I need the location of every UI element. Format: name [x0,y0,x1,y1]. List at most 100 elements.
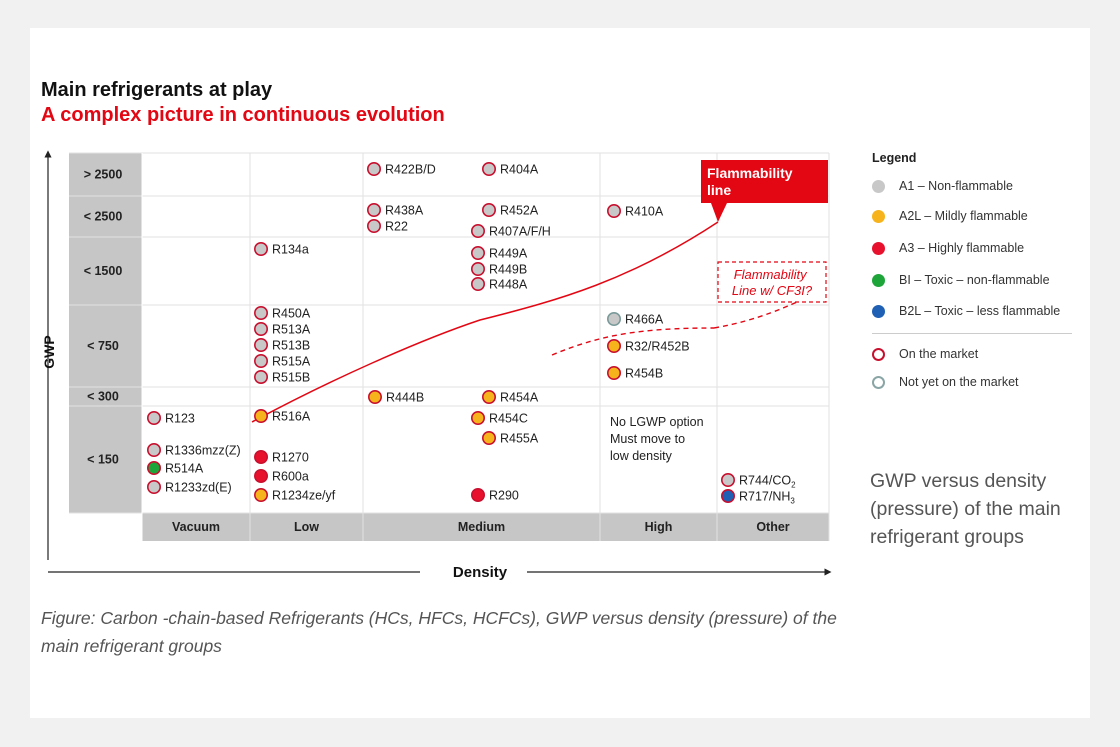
y-tick-label: < 1500 [84,264,123,278]
point-marker [367,389,382,404]
y-tick-label: < 750 [87,339,119,353]
refrigerant-point: R454B [606,365,663,381]
refrigerant-point: R1233zd(E) [147,479,232,495]
point-label: R455A [500,432,539,446]
refrigerant-point: R1336mzz(Z) [147,442,241,458]
point-label: R454C [489,412,528,426]
legend-divider [872,333,1072,334]
x-tick-label: Vacuum [172,520,220,534]
y-tick-label: < 300 [87,390,119,404]
x-tick-label: Medium [458,520,505,534]
legend-market-item: On the market [872,344,978,364]
y-category-band [69,153,142,513]
point-label: R422B/D [385,163,436,177]
legend-ring [872,347,885,361]
legend-label: Not yet on the market [899,375,1019,389]
flammability-lines: Flammability line Flammability Line w/ C… [251,160,828,463]
refrigerant-point: R514A [147,460,204,476]
refrigerant-point: R744/CO2 [720,472,796,490]
point-marker [147,479,162,494]
refrigerant-point: R455A [481,430,539,446]
point-marker [470,487,485,502]
point-label: R454A [500,391,539,405]
refrigerant-point: R404A [481,162,539,177]
no-lgwp-line2: Must move to [610,432,685,446]
x-tick-label: High [645,520,673,534]
point-marker [147,460,162,475]
point-marker [254,369,269,384]
refrigerant-point: R450A [254,305,311,321]
no-lgwp-note: No LGWP option Must move to low density [610,415,707,463]
point-marker [147,442,162,457]
x-tick-label: Other [756,520,789,534]
chart-subtitle: A complex picture in continuous evolutio… [41,104,445,126]
point-marker [254,353,269,368]
refrigerant-point: R466A [606,311,664,327]
no-lgwp-line1: No LGWP option [610,415,704,429]
point-marker [481,430,496,445]
point-label: R1336mzz(Z) [165,444,241,458]
point-label: R466A [625,313,664,327]
legend-market-item: Not yet on the market [872,372,1019,392]
legend-label: A2L – Mildly flammable [899,209,1028,223]
legend-label: B2L – Toxic – less flammable [899,304,1061,318]
refrigerant-point: R134a [254,242,309,257]
flammability-callout-box [701,160,828,222]
point-marker [470,246,485,261]
point-label: R744/CO2 [739,474,796,490]
point-marker [470,261,485,276]
legend-item: BI – Toxic – non-flammable [872,270,1050,290]
point-label: R444B [386,391,424,405]
point-marker [470,276,485,291]
figure-card [30,28,1090,718]
legend-label: A1 – Non-flammable [899,179,1013,193]
point-marker [366,203,381,218]
refrigerant-point: R454C [470,410,528,426]
point-marker [366,162,381,177]
point-label: R516A [272,410,311,424]
point-marker [481,203,496,218]
point-label: R514A [165,462,204,476]
point-label: R515B [272,371,310,385]
point-label: R123 [165,412,195,426]
point-marker [481,389,496,404]
refrigerant-point: R515B [254,369,310,385]
point-marker [254,408,269,423]
legend-title: Legend [872,151,917,165]
point-label: R1233zd(E) [165,481,232,495]
point-marker [254,468,269,483]
point-label: R1234ze/yf [272,489,336,503]
refrigerant-point: R444B [367,389,424,405]
refrigerant-point: R1270 [254,449,309,465]
point-marker [481,162,496,177]
point-label: R450A [272,307,311,321]
x-tick-label: Low [294,520,319,534]
legend-item: A1 – Non-flammable [872,176,1013,196]
flammability-callout-line2: line [707,182,731,198]
point-label: R410A [625,205,664,219]
point-label: R438A [385,204,424,218]
refrigerant-point: R600a [254,468,309,484]
figure-caption: Figure: Carbon -chain-based Refrigerants… [41,608,837,656]
flammability-callout-line1: Flammability [707,165,793,181]
point-marker [606,311,621,326]
legend-item: A3 – Highly flammable [872,238,1024,258]
point-marker [366,219,381,234]
refrigerant-point: R448A [470,276,528,292]
refrigerant-point: R449A [470,246,528,261]
point-label: R449B [489,263,527,277]
x-axis-label: Density [453,564,508,581]
legend-label: On the market [899,347,979,361]
refrigerant-point: R438A [366,203,424,218]
point-label: R513A [272,323,311,337]
point-label: R134a [272,243,309,257]
refrigerant-point: R513B [254,337,310,353]
legend-item: A2L – Mildly flammable [872,206,1028,226]
point-marker [606,204,621,219]
point-marker [720,472,735,487]
point-label: R404A [500,163,539,177]
point-label: R32/R452B [625,340,690,354]
y-axis-label: GWP [41,335,57,368]
refrigerant-point: R32/R452B [606,338,690,354]
y-tick-label: < 2500 [84,210,123,224]
